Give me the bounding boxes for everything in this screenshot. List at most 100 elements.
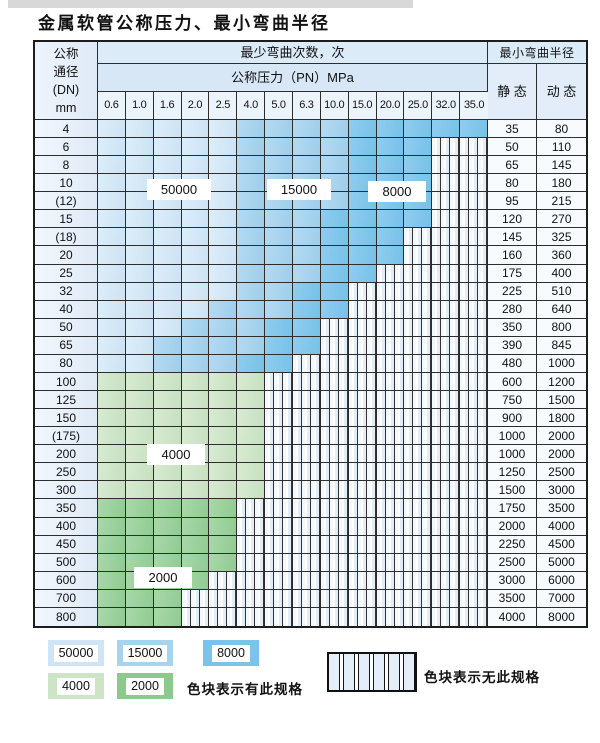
zone-cell xyxy=(98,391,126,410)
dynamic-cell: 8000 xyxy=(537,607,586,626)
zone-cell xyxy=(237,481,266,500)
zone-cell xyxy=(237,463,266,482)
static-cell: 95 xyxy=(488,192,537,211)
zone-cell xyxy=(181,463,210,482)
zone-cell xyxy=(460,174,488,193)
zone-cell xyxy=(404,607,433,626)
zone-cell xyxy=(404,427,433,446)
zone-cell xyxy=(153,336,182,355)
zone-cell xyxy=(293,138,321,157)
zone-cell xyxy=(404,517,433,536)
zone-cell xyxy=(432,120,461,139)
zone-cell xyxy=(320,445,349,464)
static-cell: 120 xyxy=(488,210,537,229)
zone-cell xyxy=(376,535,405,554)
zone-cell xyxy=(348,589,377,608)
zone-cell xyxy=(404,264,433,283)
dn-cell: 15 xyxy=(35,210,98,229)
zone-cell xyxy=(237,535,266,554)
zone-cell xyxy=(432,138,461,157)
zone-cell xyxy=(348,318,377,337)
static-cell: 1750 xyxy=(488,499,537,518)
zone-cell xyxy=(209,174,238,193)
zone-cell xyxy=(432,300,461,319)
zone-cell xyxy=(460,228,488,247)
dynamic-cell: 640 xyxy=(537,300,586,319)
zone-cell xyxy=(125,336,154,355)
zone-cell xyxy=(404,300,433,319)
zone-cell xyxy=(293,607,321,626)
pressure-header-cell: 32.0 xyxy=(432,92,461,120)
dn-cell: 600 xyxy=(35,571,98,590)
zone-cell xyxy=(293,409,321,428)
static-cell: 3000 xyxy=(488,571,537,590)
zone-cell xyxy=(376,391,405,410)
zone-cell xyxy=(404,571,433,590)
zone-cell xyxy=(432,445,461,464)
dn-cell: 32 xyxy=(35,282,98,301)
zone-cell xyxy=(432,535,461,554)
zone-cell xyxy=(293,156,321,175)
dynamic-cell: 2000 xyxy=(537,445,586,464)
zone-cell xyxy=(320,553,349,572)
zone-cell xyxy=(209,354,238,373)
pressure-header-cell: 20.0 xyxy=(376,92,405,120)
zone-cell xyxy=(376,264,405,283)
pressure-header-cell: 1.6 xyxy=(153,92,182,120)
zone-cell xyxy=(348,391,377,410)
zone-cell xyxy=(348,246,377,265)
zone-cell xyxy=(265,409,293,428)
static-cell: 35 xyxy=(488,120,537,139)
zone-cell xyxy=(460,282,488,301)
static-cell: 750 xyxy=(488,391,537,410)
zone-cell xyxy=(404,445,433,464)
zone-cell xyxy=(460,120,488,139)
zone-cell xyxy=(348,535,377,554)
zone-cell xyxy=(237,228,266,247)
zone-cell xyxy=(404,318,433,337)
zone-cell xyxy=(209,535,238,554)
zone-cell xyxy=(265,535,293,554)
dn-cell: 8 xyxy=(35,156,98,175)
zone-cell xyxy=(320,138,349,157)
zone-cell xyxy=(376,409,405,428)
static-cell: 600 xyxy=(488,372,537,392)
zone-cell xyxy=(181,282,210,301)
zone-cell xyxy=(237,192,266,211)
zone-cell xyxy=(432,174,461,193)
legend-chip-label: 50000 xyxy=(53,644,99,662)
pressure-header-cell: 6.3 xyxy=(293,92,321,120)
zone-cell xyxy=(237,210,266,229)
static-cell: 350 xyxy=(488,318,537,337)
zone-cell xyxy=(181,210,210,229)
zone-cell xyxy=(404,499,433,518)
zone-cell xyxy=(237,571,266,590)
zone-cell xyxy=(348,228,377,247)
header-dn-line: 通径 xyxy=(53,64,79,79)
zone-cell xyxy=(320,463,349,482)
zone-cell xyxy=(125,372,154,392)
zone-cell xyxy=(209,318,238,337)
zone-cell xyxy=(320,589,349,608)
zone-cell xyxy=(125,156,154,175)
zone-cell xyxy=(348,354,377,373)
zone-cell xyxy=(348,517,377,536)
zone-cell xyxy=(98,499,126,518)
zone-cell xyxy=(265,607,293,626)
scan-artifact-strip xyxy=(8,0,413,8)
zone-cell xyxy=(348,210,377,229)
dynamic-cell: 180 xyxy=(537,174,586,193)
zone-cell xyxy=(404,391,433,410)
zone-cell xyxy=(181,300,210,319)
zone-cell xyxy=(181,120,210,139)
zone-cell xyxy=(460,499,488,518)
zone-cell xyxy=(125,354,154,373)
zone-cell xyxy=(237,282,266,301)
zone-cell xyxy=(209,517,238,536)
zone-cell xyxy=(153,354,182,373)
dn-cell: 10 xyxy=(35,174,98,193)
zone-cell xyxy=(320,391,349,410)
zone-cell xyxy=(432,481,461,500)
zone-cell xyxy=(376,354,405,373)
static-cell: 1250 xyxy=(488,463,537,482)
